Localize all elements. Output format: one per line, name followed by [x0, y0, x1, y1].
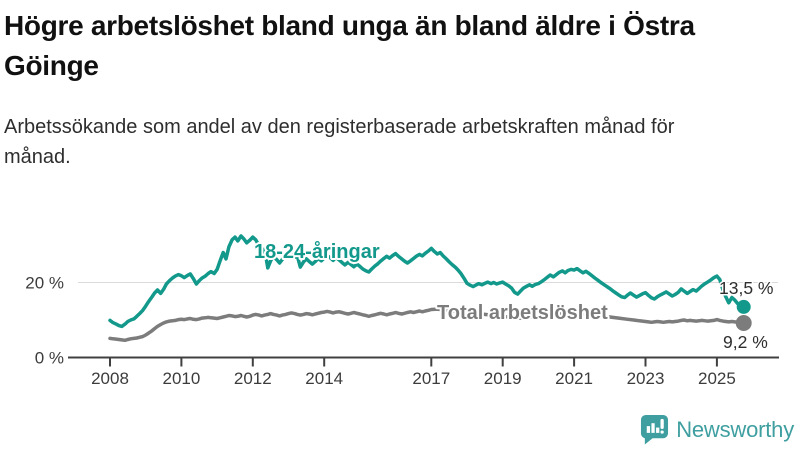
- youth-line-end-dot: [736, 299, 751, 314]
- total-end-value-label: 9,2 %: [723, 332, 768, 352]
- y-tick-label-0: 0 %: [35, 349, 64, 368]
- x-axis-ticks: 2008 2010 2012 2014 2017 2019 2021 2023 2025: [91, 357, 736, 388]
- y-tick-label-20: 20 %: [25, 274, 64, 293]
- x-tick-label: 2010: [162, 369, 200, 388]
- youth-end-value-label: 13,5 %: [719, 278, 773, 298]
- page-subtitle: Arbetssökande som andel av den registerb…: [4, 115, 675, 168]
- x-tick-label: 2023: [627, 369, 665, 388]
- x-tick-label: 2014: [305, 369, 343, 388]
- chart-canvas: 2008 2010 2012 2014 2017 2019 2021 2023 2025 20 …: [25, 234, 779, 388]
- line-chart: 2008 2010 2012 2014 2017 2019 2021 2023 2025 20 …: [0, 215, 800, 400]
- x-tick-label: 2019: [484, 369, 522, 388]
- x-tick-label: 2012: [234, 369, 272, 388]
- page-title: Högre arbetslöshet bland unga än bland ä…: [4, 10, 695, 81]
- x-tick-label: 2021: [555, 369, 593, 388]
- x-tick-label: 2008: [91, 369, 129, 388]
- newsworthy-bubble-chart-icon: [641, 415, 669, 445]
- total-unemployment-line: [108, 307, 746, 343]
- newsworthy-logo[interactable]: Newsworthy: [640, 414, 794, 445]
- youth-series-label: 18-24-åringar: [254, 240, 380, 263]
- total-line-end-dot: [735, 315, 752, 331]
- total-series-label: Total arbetslöshet: [437, 302, 608, 324]
- x-tick-label: 2025: [698, 369, 736, 388]
- newsworthy-wordmark: Newsworthy: [676, 416, 794, 442]
- x-tick-label: 2017: [412, 369, 450, 388]
- youth-unemployment-line: [108, 234, 746, 329]
